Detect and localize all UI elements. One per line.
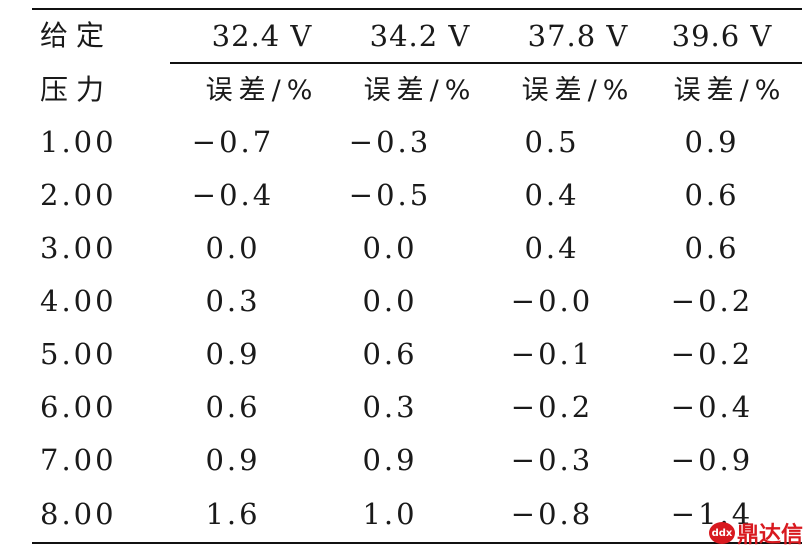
table-top-rule (32, 8, 802, 10)
row-7-value-1: 0.9 (205, 443, 261, 477)
row-2-pressure: 2.00 (40, 178, 117, 212)
header-voltage-2: 34.2 V (369, 19, 471, 53)
row-5-value-1: 0.9 (205, 337, 261, 371)
row-1-value-3: 0.5 (524, 125, 580, 159)
header-pressure-label: 压力 (40, 73, 113, 106)
row-4-value-4: −0.2 (670, 284, 754, 318)
row-8-value-1: 1.6 (205, 497, 261, 531)
header-error-4: 误差/% (673, 75, 787, 106)
row-2-value-2: −0.5 (348, 178, 432, 212)
row-7-value-3: −0.3 (510, 443, 594, 477)
header-error-2: 误差/% (363, 75, 477, 106)
row-4-value-1: 0.3 (205, 284, 261, 318)
header-error-1: 误差/% (205, 75, 319, 106)
row-7-value-2: 0.9 (362, 443, 418, 477)
row-4-pressure: 4.00 (40, 284, 117, 318)
watermark-logo: ddx 鼎达信 (708, 517, 803, 549)
header-voltage-1: 32.4 V (211, 19, 313, 53)
row-1-value-2: −0.3 (348, 125, 432, 159)
row-3-pressure: 3.00 (40, 231, 117, 265)
row-1-pressure: 1.00 (40, 125, 117, 159)
row-6-value-4: −0.4 (670, 390, 754, 424)
row-7-value-4: −0.9 (670, 443, 754, 477)
row-5-value-3: −0.1 (510, 337, 594, 371)
header-given-label: 给定 (40, 19, 113, 52)
row-4-value-3: −0.0 (510, 284, 594, 318)
row-1-value-1: −0.7 (191, 125, 275, 159)
row-8-pressure: 8.00 (40, 497, 117, 531)
row-3-value-4: 0.6 (684, 231, 740, 265)
header-voltage-4: 39.6 V (671, 19, 773, 53)
header-error-3: 误差/% (521, 75, 635, 106)
header-voltage-3: 37.8 V (527, 19, 629, 53)
row-5-value-4: −0.2 (670, 337, 754, 371)
row-3-value-2: 0.0 (362, 231, 418, 265)
row-4-value-2: 0.0 (362, 284, 418, 318)
row-2-value-4: 0.6 (684, 178, 740, 212)
row-8-value-2: 1.0 (362, 497, 418, 531)
row-6-value-2: 0.3 (362, 390, 418, 424)
table-bottom-rule (32, 542, 802, 544)
row-7-pressure: 7.00 (40, 443, 117, 477)
row-5-value-2: 0.6 (362, 337, 418, 371)
row-1-value-4: 0.9 (684, 125, 740, 159)
row-2-value-1: −0.4 (191, 178, 275, 212)
row-6-value-3: −0.2 (510, 390, 594, 424)
watermark-text: 鼎达信 (736, 523, 803, 548)
row-6-value-1: 0.6 (205, 390, 261, 424)
header-mid-rule (170, 62, 802, 64)
row-8-value-4: −1.4 (670, 497, 754, 531)
watermark-badge: ddx (708, 522, 735, 544)
row-8-value-3: −0.8 (510, 497, 594, 531)
row-6-pressure: 6.00 (40, 390, 117, 424)
row-3-value-1: 0.0 (205, 231, 261, 265)
row-2-value-3: 0.4 (524, 178, 580, 212)
row-3-value-3: 0.4 (524, 231, 580, 265)
row-5-pressure: 5.00 (40, 337, 117, 371)
